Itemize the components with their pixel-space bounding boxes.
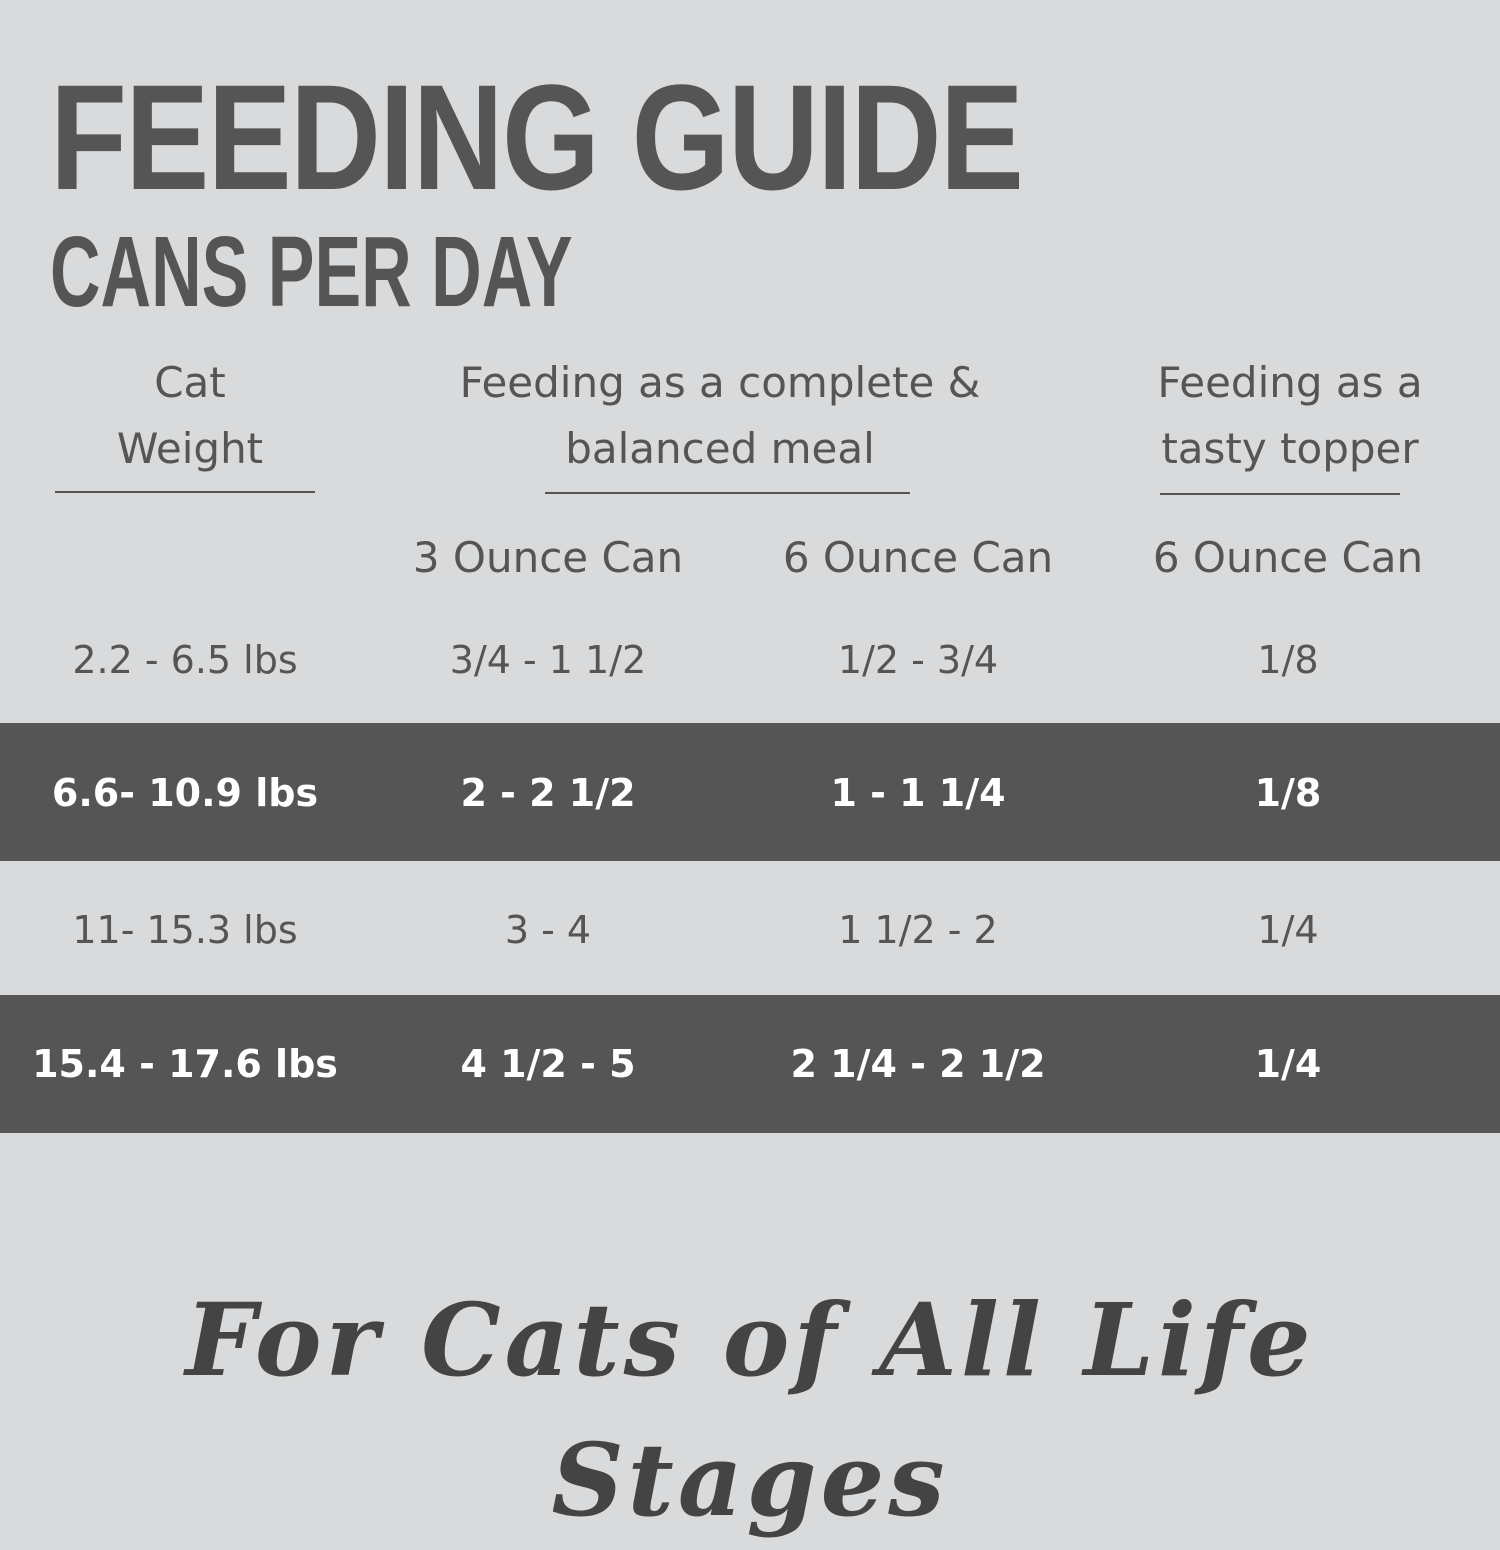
table-cell: 2 1/4 - 2 1/2	[790, 1042, 1046, 1086]
table-cell: 3 - 4	[504, 908, 592, 952]
table-cell: 2 - 2 1/2	[460, 771, 636, 815]
table-cell: 1/4	[1257, 908, 1319, 952]
table-cell: 1/8	[1257, 638, 1319, 682]
row-band	[0, 723, 1500, 861]
table-cell: 3/4 - 1 1/2	[449, 638, 647, 682]
tagline: For Cats of All Life Stages	[185, 1281, 1315, 1539]
table-cell: 6.6- 10.9 lbs	[51, 771, 319, 815]
subtitle: CANS PER DAY	[50, 216, 573, 328]
table-cell: 2.2 - 6.5 lbs	[72, 638, 298, 682]
title: FEEDING GUIDE	[50, 53, 1024, 221]
group-header: Feeding as a complete & balanced meal	[459, 358, 981, 473]
header-rule	[1160, 493, 1400, 495]
group-header: Feeding as a tasty topper	[1157, 358, 1423, 473]
table-cell: 15.4 - 17.6 lbs	[32, 1042, 338, 1086]
sub-header: 3 Ounce Can	[412, 533, 684, 582]
sub-header: 6 Ounce Can	[782, 533, 1054, 582]
table-cell: 1/2 - 3/4	[837, 638, 999, 682]
table-cell: 1/8	[1254, 771, 1322, 815]
table-cell: 1 1/2 - 2	[838, 908, 998, 952]
table-cell: 1 - 1 1/4	[830, 771, 1006, 815]
table-cell: 1/4	[1254, 1042, 1322, 1086]
row-band	[0, 995, 1500, 1133]
sub-header: 6 Ounce Can	[1152, 533, 1424, 582]
table-cell: 4 1/2 - 5	[460, 1042, 636, 1086]
table-cell: 11- 15.3 lbs	[72, 908, 298, 952]
header-rule	[55, 491, 315, 493]
header-rule	[545, 492, 910, 494]
page: FEEDING GUIDE CANS PER DAY Cat Weight Fe…	[0, 53, 1500, 1539]
group-header: Cat Weight	[116, 358, 264, 473]
